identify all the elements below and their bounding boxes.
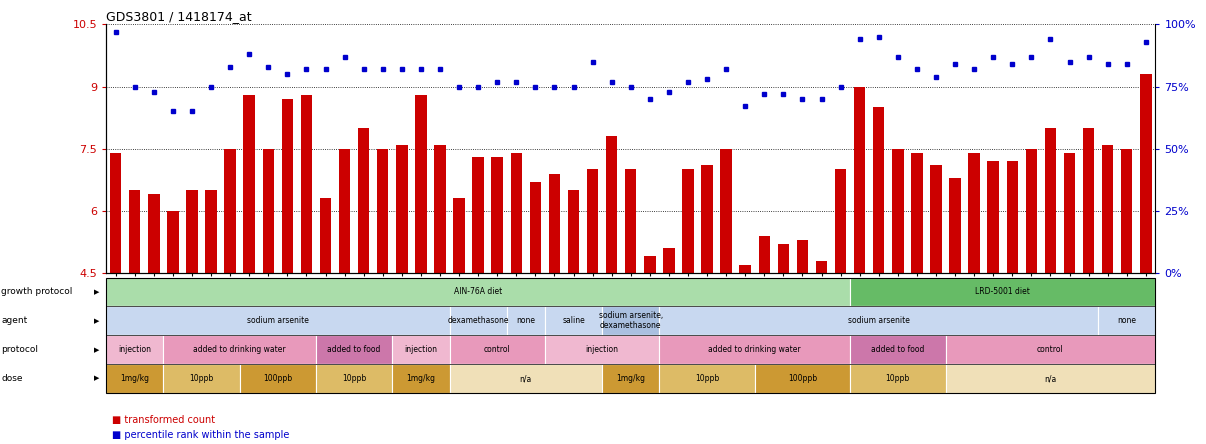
Text: added to drinking water: added to drinking water <box>193 345 286 354</box>
Text: ▶: ▶ <box>94 318 99 324</box>
Bar <box>683 170 693 273</box>
Text: control: control <box>1037 345 1064 354</box>
Text: dexamethasone: dexamethasone <box>447 316 509 325</box>
Bar <box>1140 74 1152 273</box>
Bar <box>339 149 350 273</box>
Text: 1mg/kg: 1mg/kg <box>406 374 435 383</box>
Bar <box>549 174 560 273</box>
Bar <box>148 194 159 273</box>
Text: injection: injection <box>586 345 619 354</box>
Text: n/a: n/a <box>1044 374 1056 383</box>
Text: 10ppb: 10ppb <box>695 374 719 383</box>
Bar <box>510 153 522 273</box>
Bar <box>892 149 903 273</box>
Text: ▶: ▶ <box>94 347 99 353</box>
Text: control: control <box>484 345 510 354</box>
Bar <box>282 99 293 273</box>
Text: added to drinking water: added to drinking water <box>708 345 801 354</box>
Bar <box>988 161 999 273</box>
Bar <box>873 107 884 273</box>
Text: added to food: added to food <box>328 345 381 354</box>
Bar <box>702 165 713 273</box>
Bar <box>205 190 217 273</box>
Text: ■ transformed count: ■ transformed count <box>112 415 216 424</box>
Text: saline: saline <box>562 316 585 325</box>
Bar <box>473 157 484 273</box>
Bar <box>529 182 541 273</box>
Bar <box>168 211 178 273</box>
Text: LRD-5001 diet: LRD-5001 diet <box>976 287 1030 297</box>
Bar <box>453 198 464 273</box>
Bar <box>224 149 236 273</box>
Bar <box>244 95 254 273</box>
Text: sodium arsenite,
dexamethasone: sodium arsenite, dexamethasone <box>598 311 663 330</box>
Bar <box>129 190 140 273</box>
Text: injection: injection <box>118 345 151 354</box>
Text: protocol: protocol <box>1 345 39 354</box>
Bar <box>434 145 446 273</box>
Text: none: none <box>516 316 535 325</box>
Bar <box>377 149 388 273</box>
Text: ■ percentile rank within the sample: ■ percentile rank within the sample <box>112 430 289 440</box>
Bar <box>1122 149 1132 273</box>
Text: 100ppb: 100ppb <box>263 374 292 383</box>
Bar <box>263 149 274 273</box>
Bar <box>492 157 503 273</box>
Bar <box>1025 149 1037 273</box>
Text: AIN-76A diet: AIN-76A diet <box>453 287 502 297</box>
Bar <box>1102 145 1113 273</box>
Bar <box>110 153 122 273</box>
Text: agent: agent <box>1 316 28 325</box>
Bar <box>605 136 617 273</box>
Bar <box>912 153 923 273</box>
Text: 10ppb: 10ppb <box>885 374 911 383</box>
Text: dose: dose <box>1 374 23 383</box>
Bar <box>720 149 732 273</box>
Bar <box>625 170 637 273</box>
Bar <box>396 145 408 273</box>
Text: ▶: ▶ <box>94 376 99 381</box>
Text: GDS3801 / 1418174_at: GDS3801 / 1418174_at <box>106 10 252 23</box>
Bar <box>568 190 579 273</box>
Bar <box>320 198 332 273</box>
Bar <box>797 240 808 273</box>
Text: 100ppb: 100ppb <box>788 374 816 383</box>
Bar <box>663 248 674 273</box>
Bar <box>778 244 789 273</box>
Text: sodium arsenite: sodium arsenite <box>247 316 309 325</box>
Bar <box>300 95 312 273</box>
Bar <box>930 165 942 273</box>
Text: 1mg/kg: 1mg/kg <box>121 374 150 383</box>
Bar <box>358 128 369 273</box>
Bar <box>968 153 979 273</box>
Bar <box>835 170 847 273</box>
Bar <box>644 257 656 273</box>
Bar <box>1083 128 1094 273</box>
Bar <box>1064 153 1076 273</box>
Bar <box>415 95 427 273</box>
Text: growth protocol: growth protocol <box>1 287 72 297</box>
Bar <box>854 87 866 273</box>
Text: 10ppb: 10ppb <box>189 374 213 383</box>
Bar <box>186 190 198 273</box>
Text: sodium arsenite: sodium arsenite <box>848 316 909 325</box>
Bar <box>739 265 751 273</box>
Bar <box>1044 128 1056 273</box>
Bar <box>1007 161 1018 273</box>
Text: 1mg/kg: 1mg/kg <box>616 374 645 383</box>
Text: n/a: n/a <box>520 374 532 383</box>
Text: none: none <box>1117 316 1136 325</box>
Bar <box>587 170 598 273</box>
Text: injection: injection <box>404 345 438 354</box>
Text: added to food: added to food <box>871 345 925 354</box>
Text: ▶: ▶ <box>94 289 99 295</box>
Bar <box>815 261 827 273</box>
Bar <box>949 178 961 273</box>
Bar <box>759 236 769 273</box>
Text: 10ppb: 10ppb <box>343 374 367 383</box>
